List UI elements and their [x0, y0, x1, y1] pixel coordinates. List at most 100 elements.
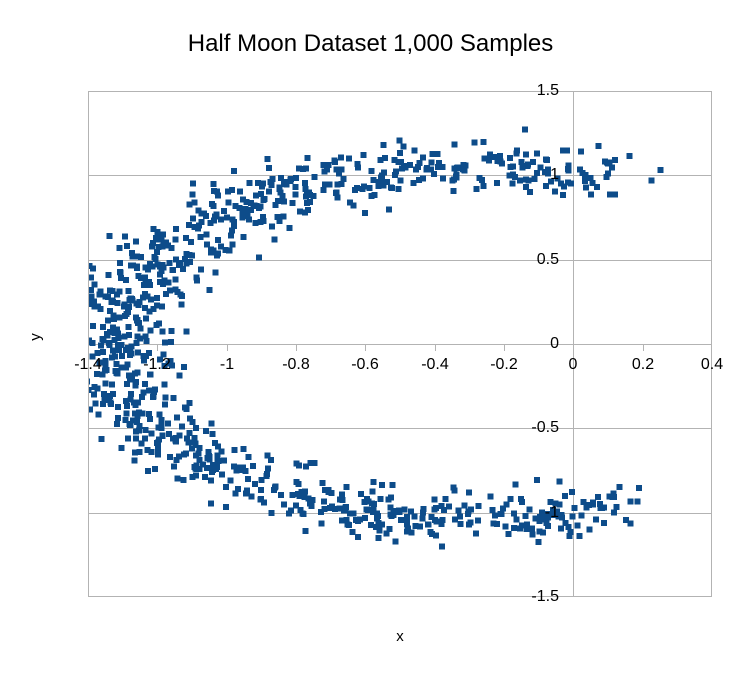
data-point [162, 339, 169, 346]
data-point [133, 300, 140, 307]
data-point [141, 281, 148, 288]
data-point [142, 427, 149, 434]
data-point [215, 236, 222, 243]
data-point [472, 530, 479, 537]
data-point [308, 502, 315, 509]
data-point [527, 189, 534, 195]
x-tick-label: -1 [219, 356, 235, 373]
data-point [377, 157, 384, 164]
y-axis-title: y [27, 333, 44, 341]
data-point [411, 513, 418, 520]
data-point [127, 396, 134, 403]
data-point [239, 214, 246, 221]
data-point [176, 432, 183, 439]
data-point [252, 192, 259, 199]
data-point [191, 435, 198, 442]
data-point [402, 164, 409, 171]
data-point [97, 288, 104, 295]
data-point [471, 139, 478, 146]
data-point [431, 506, 438, 513]
data-point [147, 261, 154, 267]
data-point [356, 516, 363, 523]
data-point [90, 265, 97, 272]
data-point [480, 182, 487, 189]
data-point [140, 352, 147, 359]
data-point [606, 493, 613, 500]
data-point [163, 290, 169, 297]
data-point [231, 168, 238, 175]
data-point [511, 525, 518, 532]
data-point [88, 274, 94, 281]
data-point [139, 410, 146, 417]
data-point [579, 169, 586, 176]
data-point [588, 191, 595, 198]
data-point [276, 218, 283, 225]
data-point [113, 361, 120, 367]
data-point [89, 340, 96, 346]
data-point [346, 199, 353, 206]
data-point [88, 263, 93, 270]
data-point [369, 488, 376, 495]
data-point [228, 232, 235, 239]
data-point [109, 288, 116, 294]
data-point [173, 414, 180, 421]
data-point [320, 187, 327, 194]
data-point [375, 178, 382, 185]
data-point [338, 181, 345, 187]
data-point [310, 193, 317, 200]
data-point [142, 290, 148, 297]
x-tick-mark [711, 344, 712, 351]
data-point [118, 342, 125, 349]
data-point [128, 350, 135, 357]
data-point [111, 330, 118, 337]
data-point [529, 159, 536, 165]
data-point [431, 496, 438, 503]
data-point [507, 155, 514, 162]
data-point [204, 464, 211, 471]
data-point [338, 154, 345, 161]
data-point [288, 507, 294, 514]
data-point [627, 520, 634, 527]
data-point [438, 502, 445, 509]
data-point [145, 468, 152, 475]
data-point [258, 477, 265, 484]
data-point [118, 275, 125, 282]
data-point [293, 175, 300, 182]
data-point [332, 189, 339, 196]
data-point [586, 526, 593, 533]
data-point [499, 160, 506, 167]
data-point [222, 504, 229, 511]
data-point [511, 510, 518, 517]
data-point [523, 526, 530, 533]
data-point [542, 169, 548, 176]
data-point [200, 461, 207, 468]
data-point [522, 184, 529, 190]
data-point [359, 186, 366, 193]
data-point [127, 346, 134, 353]
data-point [245, 454, 252, 461]
data-point [387, 494, 394, 501]
data-point [133, 428, 139, 435]
data-point [277, 491, 284, 498]
data-point [297, 506, 304, 513]
data-point [158, 421, 165, 428]
data-point [453, 174, 460, 181]
data-point [248, 493, 255, 500]
data-point [371, 191, 378, 198]
data-point [582, 178, 588, 185]
data-point [451, 516, 458, 523]
data-point [109, 347, 116, 354]
data-point [370, 479, 377, 486]
data-point [569, 513, 576, 520]
data-point [636, 484, 643, 491]
data-point [200, 210, 207, 217]
data-point [207, 220, 214, 227]
data-point [222, 484, 229, 491]
data-point [131, 449, 138, 456]
data-point [224, 214, 230, 221]
data-point [410, 180, 417, 187]
data-point [101, 397, 108, 403]
data-point [603, 173, 610, 180]
data-point [173, 256, 180, 263]
data-point [193, 274, 200, 281]
